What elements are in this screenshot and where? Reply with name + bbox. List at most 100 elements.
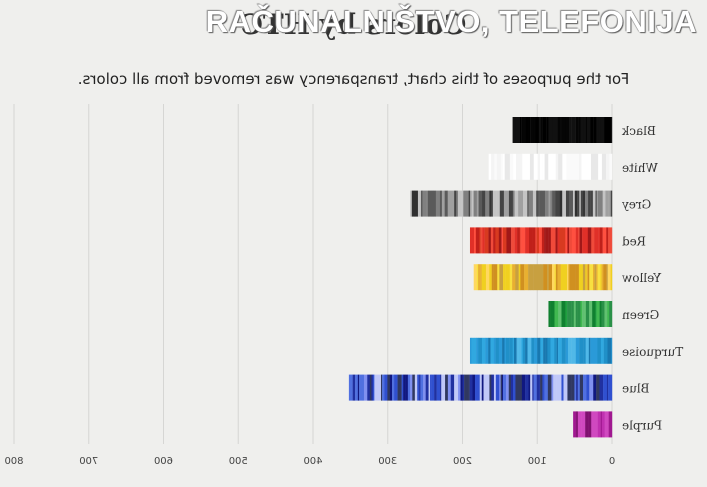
bar-stripe <box>600 411 603 438</box>
bar-stripe <box>594 411 598 438</box>
bar-stripe <box>610 264 613 291</box>
bar-stripe <box>384 374 388 401</box>
bar-stripe <box>377 374 382 401</box>
bar-stripe <box>534 337 538 364</box>
bar-stripe <box>609 153 613 180</box>
bar-stripe <box>599 301 602 327</box>
bar-stripe <box>565 117 570 143</box>
bar-stripe <box>572 190 576 217</box>
bar-stripe <box>607 117 612 143</box>
bar-stripe <box>501 374 504 401</box>
bar-stripe <box>493 374 497 401</box>
bar-stripe <box>505 190 510 217</box>
bar-stripe <box>520 153 523 180</box>
bar-stripe <box>585 411 589 438</box>
bar-stripe <box>557 117 561 143</box>
bar-stripe <box>589 264 594 291</box>
bar-stripe <box>575 264 580 291</box>
bar-turquoise <box>469 337 613 364</box>
bar-stripe <box>441 190 445 217</box>
bar-stripe <box>555 264 558 291</box>
bar-stripe <box>557 227 560 254</box>
bar-stripe <box>556 337 559 364</box>
bar-stripe <box>522 153 527 180</box>
bar-stripe <box>607 264 611 291</box>
bar-stripe <box>586 117 591 143</box>
bar-stripe <box>430 374 432 401</box>
bar-stripe <box>447 374 451 401</box>
bar-stripe <box>478 337 483 364</box>
bar-stripe <box>558 301 562 327</box>
bar-stripe <box>444 190 448 217</box>
bar-stripe <box>599 374 604 401</box>
bar-stripe <box>504 153 507 180</box>
bar-stripe <box>598 227 601 254</box>
bar-stripe <box>567 301 571 327</box>
bar-stripe <box>558 374 562 401</box>
bar-stripe <box>548 301 551 327</box>
bar-stripe <box>522 117 526 143</box>
bar-stripe <box>431 190 434 217</box>
bar-stripe <box>585 117 588 143</box>
bar-stripe <box>494 153 498 180</box>
bar-stripe <box>476 337 479 364</box>
bar-stripe <box>505 264 510 291</box>
bar-stripe <box>571 374 575 401</box>
bar-stripe <box>544 227 546 254</box>
bar-stripe <box>512 264 516 291</box>
x-tick-label: 500 <box>229 456 248 467</box>
bar-stripe <box>482 190 486 217</box>
bar-stripe <box>600 117 605 143</box>
bar-stripe <box>450 190 455 217</box>
bar-stripe <box>536 264 541 291</box>
bar-stripe <box>575 227 579 254</box>
bar-stripe <box>485 337 489 364</box>
bar-stripe <box>518 153 521 180</box>
bar-stripe <box>547 264 549 291</box>
bar-stripe <box>603 337 608 364</box>
bar-stripe <box>445 374 449 401</box>
bar-stripe <box>597 264 601 291</box>
bar-stripe <box>490 337 495 364</box>
bar-stripe <box>545 227 549 254</box>
bar-stripe <box>607 301 610 327</box>
bar-stripe <box>574 227 576 254</box>
bar-stripe <box>573 411 577 438</box>
bar-stripe <box>610 190 613 217</box>
bar-stripe <box>548 153 552 180</box>
bar-stripe <box>512 337 515 364</box>
bar-stripe <box>542 153 545 180</box>
bar-stripe <box>544 153 549 180</box>
bar-stripe <box>590 153 594 180</box>
bar-stripe <box>469 227 475 254</box>
bar-stripe <box>562 153 567 180</box>
bar-stripe <box>571 337 573 364</box>
bar-stripe <box>555 153 559 180</box>
bar-stripe <box>420 374 424 401</box>
bar-stripe <box>561 337 566 364</box>
bar-stripe <box>532 374 534 401</box>
bar-stripe <box>591 374 594 401</box>
bar-stripe <box>588 337 591 364</box>
bar-stripe <box>551 227 556 254</box>
bar-stripe <box>481 337 486 364</box>
bar-stripe <box>601 301 605 327</box>
bar-stripe <box>371 374 374 401</box>
bar-stripe <box>542 374 545 401</box>
bar-stripe <box>579 227 583 254</box>
bar-stripe <box>410 374 413 401</box>
bar-stripe <box>533 374 537 401</box>
bar-stripe <box>514 374 516 401</box>
bar-stripe <box>410 190 413 217</box>
bar-stripe <box>533 153 538 180</box>
bar-stripe <box>484 227 486 254</box>
bar-stripe <box>598 117 601 143</box>
bar-stripe <box>590 190 594 217</box>
bar-stripe <box>590 117 594 143</box>
bar-stripe <box>572 264 576 291</box>
bar-stripe <box>417 190 422 217</box>
bar-stripe <box>595 153 599 180</box>
bar-stripe <box>528 374 531 401</box>
bar-stripe <box>588 190 591 217</box>
bar-stripe <box>469 190 472 217</box>
